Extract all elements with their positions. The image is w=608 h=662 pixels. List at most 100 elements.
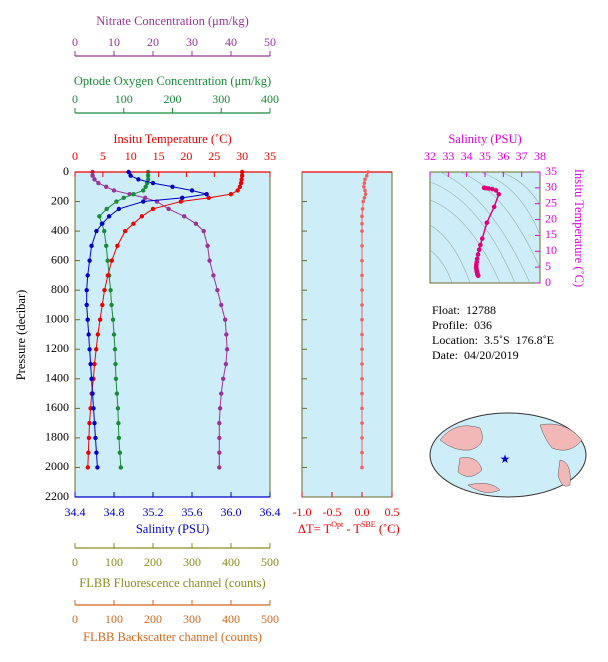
profile-point [85,273,90,278]
profile-point [106,214,112,219]
x-tick-label: 38 [534,149,546,163]
density-contours [429,171,541,284]
profile-point [100,221,105,226]
x-tick-label: 10 [125,149,137,163]
ts-point [478,242,483,248]
info-text: Date: 04/20/2019 [432,348,519,362]
profile-point [110,317,116,322]
profile-point [89,376,94,382]
delta-t-point [362,181,367,185]
axis-title: Nitrate Concentration (μm/kg) [96,14,249,28]
axis-title: Insitu Temperature (˚C) [113,132,231,146]
profile-point [104,184,109,189]
profile-point [219,391,224,396]
x-tick-label: 15 [153,149,165,163]
delta-t-title: ΔT= TOpt - TSBE (˚C) [283,520,409,536]
profile-point [141,188,146,193]
delta-t-point [360,244,364,248]
x-tick-label: 300 [183,612,201,626]
y-tick-label: 2200 [45,489,69,503]
title-part: - T [343,522,361,536]
delta-t-point [366,170,370,174]
x-tick-label: 5 [100,149,106,163]
info-text: Profile: 036 [432,318,492,332]
profile-point [217,450,222,455]
profile-point [113,361,118,367]
y-tick-label: 15 [545,227,557,241]
x-tick-label: 200 [164,92,182,106]
x-tick-label: 100 [115,92,133,106]
profile-point [90,173,95,178]
profile-point [222,317,228,322]
y-tick-label: 35 [545,164,557,178]
y-tick-label: 1200 [45,341,69,355]
profile-point [93,435,98,441]
profile-point [131,191,136,197]
profile-point [143,195,148,201]
ts-point [475,252,481,257]
ts-x-title: Salinity (PSU) [448,132,521,146]
profile-point [97,317,103,322]
profile-point [239,173,245,178]
delta-t-point [363,188,367,193]
profile-point [193,221,199,226]
x-tick-label: 100 [105,555,123,569]
profile-point [116,206,122,212]
x-tick-label: 0 [72,92,78,106]
profile-point [141,199,146,204]
delta-t-point [360,221,364,226]
x-tick-label: 500 [261,612,279,626]
profile-point [145,177,151,182]
profile-point [92,420,97,426]
profile-point [111,188,117,193]
title-part: SBE [361,520,376,529]
profile-point [207,258,212,263]
x-tick-label: 34.8 [104,505,125,519]
delta-t-point [360,258,364,263]
title-part: (˚C) [376,522,400,536]
profile-point [91,406,96,411]
profile-point [92,361,97,367]
profile-point [206,195,211,201]
profile-point [86,435,92,441]
profile-point [204,191,209,197]
y-tick-label: 30 [545,180,557,194]
delta-t-point [360,207,365,211]
profile-point [205,243,210,249]
profile-point [85,317,90,322]
y-tick-label: 20 [545,211,557,225]
delta-t-point [363,192,368,196]
profile-point [189,188,195,193]
delta-t-point [360,377,364,381]
ts-point [479,236,485,241]
profile-point [94,450,99,455]
delta-t-point [360,436,364,440]
profile-point [166,206,171,212]
x-tick-label: 37 [516,149,528,163]
profile-point [109,302,114,308]
delta-t-point [360,332,364,337]
profile-point [221,376,226,382]
profile-point [217,465,222,470]
info-text: Float: 12788 [432,303,496,317]
delta-t-point [360,406,364,411]
y-tick-label: 400 [51,223,69,237]
x-tick-label: 40 [225,35,237,49]
ts-point [496,191,502,197]
x-tick-label: 0 [72,612,78,626]
ts-point [475,273,481,279]
x-tick-label: 36 [497,149,509,163]
profile-point [94,228,99,234]
profile-point [112,347,118,352]
y-tick-label: 10 [545,243,557,257]
ts-y-title: Insitu Temperature (˚C) [572,169,586,287]
delta-t-point [360,288,364,292]
delta-t-point [362,196,367,200]
profile-point [224,347,230,352]
profile-point [95,465,100,470]
profile-point [237,184,243,189]
profile-point [104,206,109,212]
y-tick-label: 800 [51,282,69,296]
delta-t-point [363,177,367,182]
